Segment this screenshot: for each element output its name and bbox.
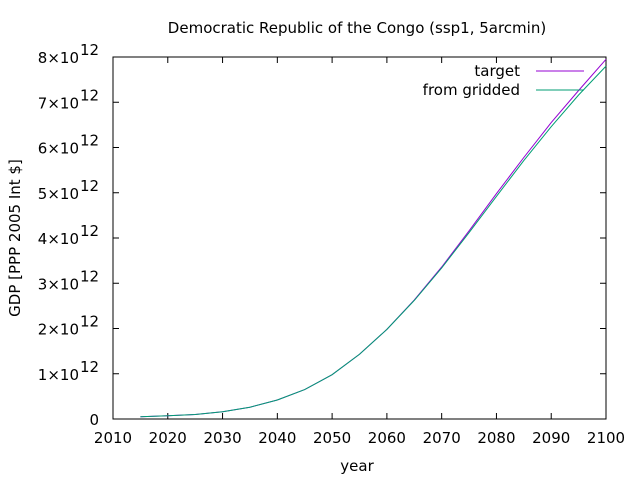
x-tick-label: 2030	[203, 429, 241, 447]
x-tick-label: 2090	[532, 429, 570, 447]
x-tick-label: 2080	[477, 429, 515, 447]
series-line-from-gridded	[140, 65, 607, 418]
x-axis-label: year	[340, 457, 374, 475]
x-tick-label: 2100	[587, 429, 625, 447]
y-tick-label: 3×10	[38, 275, 79, 293]
y-tick-exponent: 12	[80, 267, 99, 285]
y-tick-label: 2×10	[38, 321, 79, 339]
y-tick-label: 7×10	[38, 94, 79, 112]
y-tick-label: 6×10	[38, 140, 79, 158]
x-tick-label: 2020	[149, 429, 187, 447]
y-tick-exponent: 12	[80, 41, 99, 59]
y-tick-exponent: 12	[80, 358, 99, 376]
y-tick-exponent: 12	[80, 132, 99, 150]
series-line-target	[140, 58, 607, 418]
y-tick-exponent: 12	[80, 222, 99, 240]
y-tick-exponent: 12	[80, 177, 99, 195]
y-tick-exponent: 12	[80, 86, 99, 104]
axis-ticks	[112, 56, 607, 420]
x-tick-label: 2050	[313, 429, 351, 447]
y-tick-label: 1×10	[38, 366, 79, 384]
legend-label-from-gridded: from gridded	[423, 81, 520, 99]
x-tick-label: 2070	[423, 429, 461, 447]
y-tick-label: 4×10	[38, 230, 79, 248]
y-tick-label: 8×10	[38, 49, 79, 67]
legend-label-target: target	[474, 62, 520, 80]
x-tick-label: 2060	[368, 429, 406, 447]
legend: target from gridded	[423, 62, 584, 99]
x-tick-label: 2010	[94, 429, 132, 447]
x-tick-label: 2040	[258, 429, 296, 447]
y-tick-labels: 01×10 122×10 123×10 124×10 125×10 126×10 127×1…	[38, 41, 99, 429]
y-tick-label: 0	[89, 411, 99, 429]
y-tick-exponent: 12	[80, 313, 99, 331]
series-lines	[140, 58, 607, 418]
plot-frame	[112, 56, 607, 420]
y-tick-label: 5×10	[38, 185, 79, 203]
chart-title: Democratic Republic of the Congo (ssp1, …	[168, 19, 546, 37]
x-tick-labels: 2010 2020 2030 2040 2050 2060 2070 2080 2090 2100	[94, 429, 625, 447]
y-axis-label: GDP [PPP 2005 Int $]	[6, 159, 24, 317]
